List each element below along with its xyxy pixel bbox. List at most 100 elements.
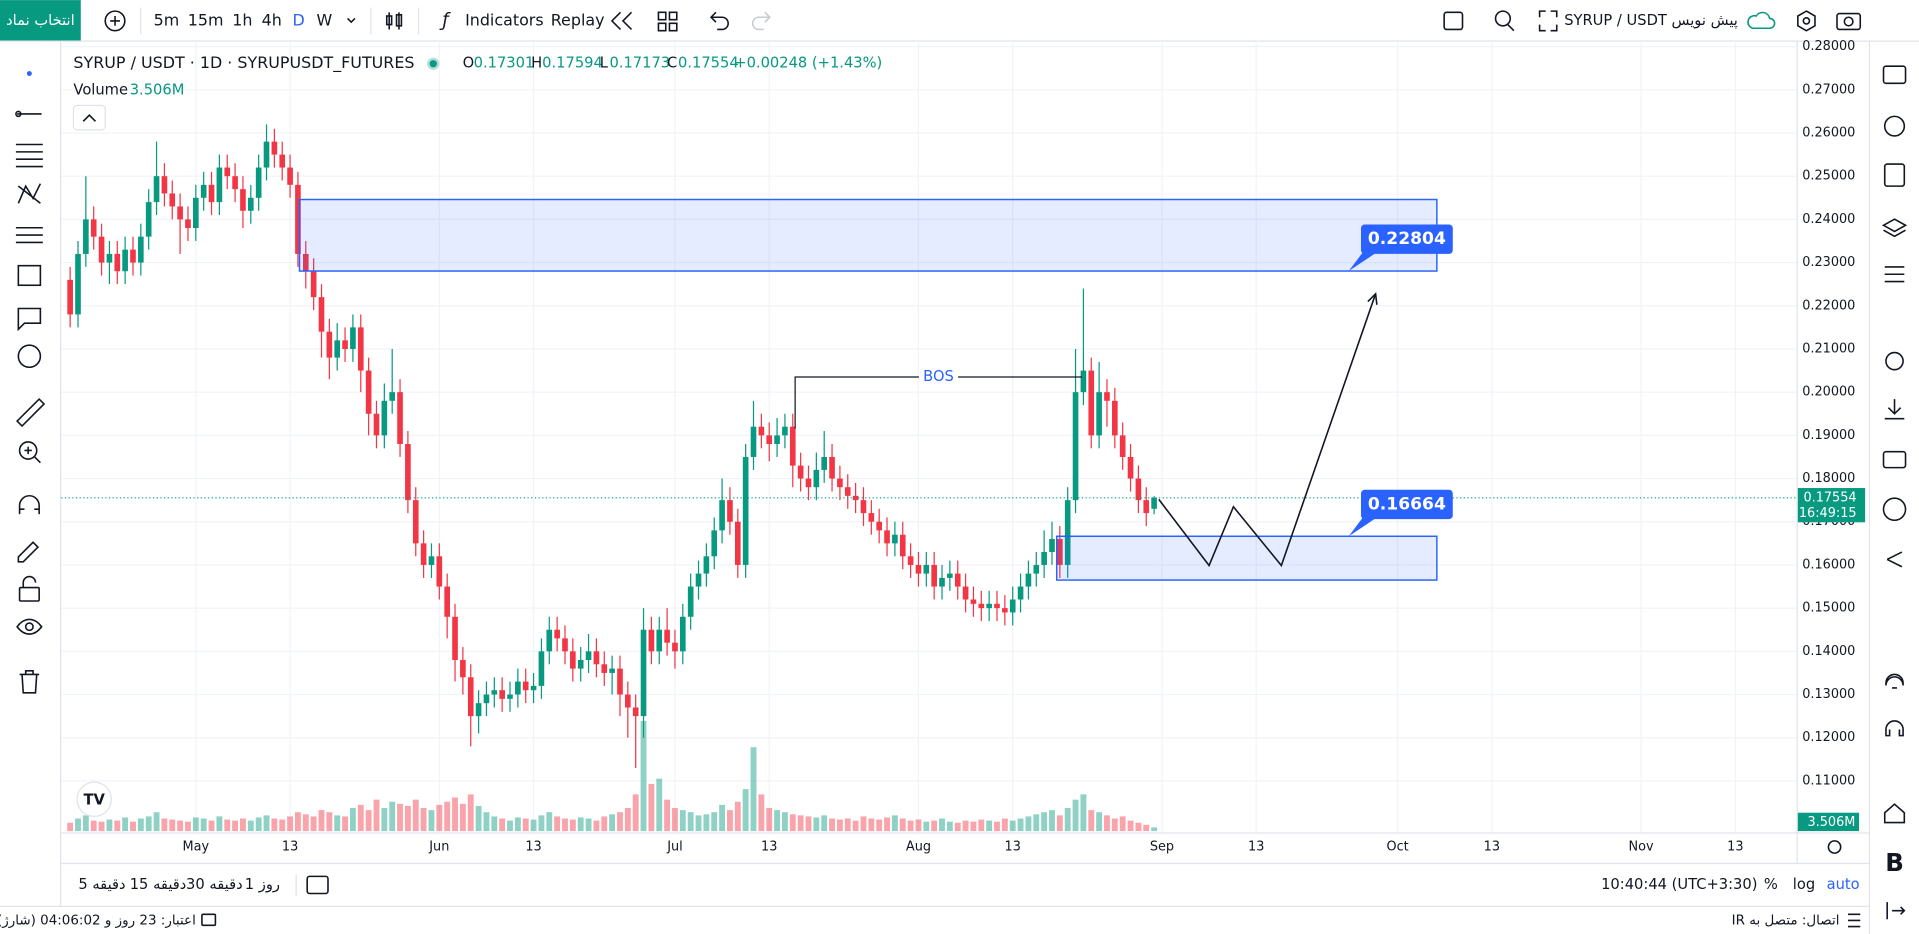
- cursor-tool[interactable]: [26, 71, 32, 76]
- x-tick-label: 13: [761, 840, 777, 855]
- interval-button[interactable]: 4h: [262, 10, 282, 29]
- candle-body: [797, 465, 804, 479]
- volume-bar: [1080, 794, 1087, 832]
- volume-bar: [876, 819, 883, 832]
- volume-bar: [695, 815, 702, 832]
- volume-bar: [538, 815, 545, 832]
- replay-icon[interactable]: [610, 11, 633, 31]
- legend-label: L: [600, 55, 609, 72]
- axis-settings-icon[interactable]: [1827, 840, 1842, 854]
- lock-tool[interactable]: [18, 586, 40, 602]
- draw-mode-tool[interactable]: [17, 541, 40, 563]
- auto-button[interactable]: auto: [1827, 876, 1860, 893]
- projection-tool[interactable]: [15, 226, 43, 244]
- candle-body: [821, 456, 828, 470]
- support-icon[interactable]: [1885, 720, 1904, 737]
- volume-bar: [1088, 810, 1095, 832]
- fullscreen-box-icon[interactable]: [1443, 11, 1464, 31]
- candle-body: [750, 426, 757, 457]
- pattern-tool[interactable]: [17, 183, 42, 204]
- search-icon[interactable]: [1494, 10, 1512, 27]
- magnet-tool[interactable]: [18, 494, 40, 515]
- download-icon[interactable]: [1884, 399, 1905, 420]
- range-button[interactable]: 5 دقیقه: [78, 876, 125, 893]
- volume-bar: [899, 818, 906, 832]
- settings-side-icon[interactable]: [1885, 351, 1904, 371]
- volume-bar: [1064, 808, 1071, 832]
- candle-body: [1127, 456, 1134, 479]
- bos-label: BOS: [923, 368, 954, 385]
- volume-bar: [617, 812, 623, 832]
- last-price-label: 0.17554: [1803, 490, 1856, 505]
- emoji-tool[interactable]: [17, 344, 42, 369]
- candle-body: [507, 694, 513, 699]
- zoom-tool[interactable]: [18, 441, 38, 460]
- legend-value: 0.17554: [678, 55, 739, 72]
- volume-bar: [247, 820, 254, 832]
- volume-bar: [420, 808, 427, 832]
- settings-icon[interactable]: [1797, 10, 1816, 32]
- volume-bar: [153, 812, 160, 832]
- candle-body: [1009, 599, 1016, 613]
- notifications-icon[interactable]: [1885, 673, 1904, 689]
- share-icon[interactable]: [1886, 551, 1903, 568]
- volume-bar: [467, 794, 474, 832]
- go-to-date-icon[interactable]: [306, 875, 329, 895]
- interval-button-active[interactable]: D: [292, 10, 304, 29]
- interval-button[interactable]: 15m: [188, 10, 224, 29]
- collapse-legend-button[interactable]: [72, 104, 106, 131]
- range-button[interactable]: 30 دقیقه: [186, 876, 243, 893]
- volume-bar: [931, 820, 938, 832]
- news-icon[interactable]: [1884, 266, 1905, 283]
- home-icon[interactable]: [1883, 803, 1906, 824]
- candle-body: [263, 141, 270, 168]
- symbol-button[interactable]: [0, 0, 81, 41]
- indicators-button[interactable]: Indicators: [465, 10, 544, 29]
- status-bar: اعتبار: 23 روز و 04:06:02 (شارژ) اتصال: …: [0, 913, 1861, 928]
- delete-tool[interactable]: [19, 669, 40, 694]
- brand-icon[interactable]: B: [1885, 848, 1904, 877]
- account-icon[interactable]: [1882, 497, 1907, 522]
- volume-bar: [279, 819, 286, 832]
- range-button[interactable]: 1 روز: [245, 876, 280, 893]
- watchlist-icon[interactable]: [1882, 65, 1907, 85]
- wallet-icon[interactable]: [1882, 450, 1907, 469]
- tv-logo[interactable]: [76, 781, 112, 818]
- fib-tool[interactable]: [15, 143, 43, 168]
- percent-button[interactable]: %: [1764, 876, 1778, 893]
- logout-icon[interactable]: [1886, 902, 1906, 920]
- zone-label-pointer: [1348, 251, 1379, 272]
- interval-button[interactable]: W: [316, 10, 332, 29]
- log-button[interactable]: log: [1793, 876, 1815, 893]
- volume-bar: [342, 816, 348, 832]
- add-symbol-icon[interactable]: [104, 10, 126, 32]
- symbol-button-label[interactable]: انتخاب نماد: [6, 12, 75, 29]
- replay-button[interactable]: Replay: [551, 10, 605, 29]
- redo-icon[interactable]: [751, 11, 771, 31]
- camera-icon[interactable]: [1836, 12, 1862, 31]
- notes-icon[interactable]: [1883, 163, 1906, 187]
- volume-bar: [1072, 799, 1079, 832]
- alerts-icon[interactable]: [1883, 115, 1906, 137]
- hide-tool[interactable]: [16, 618, 43, 635]
- expand-icon[interactable]: [1538, 10, 1558, 32]
- undo-icon[interactable]: [709, 11, 729, 31]
- interval-button[interactable]: 1h: [232, 10, 252, 29]
- y-tick-label: 0.20000: [1802, 385, 1855, 400]
- indicators-icon[interactable]: ƒ: [439, 10, 451, 31]
- volume-bar: [310, 816, 317, 832]
- measure-tool[interactable]: [16, 397, 46, 428]
- text-tool[interactable]: [17, 307, 42, 332]
- menu-icon[interactable]: [1848, 913, 1861, 928]
- candle-body: [860, 500, 867, 514]
- candle-body: [1119, 435, 1126, 457]
- interval-button[interactable]: 5m: [154, 10, 180, 29]
- layers-icon[interactable]: [1881, 218, 1908, 238]
- interval-dropdown[interactable]: [347, 17, 356, 24]
- shape-tool[interactable]: [17, 264, 42, 287]
- cloud-icon[interactable]: [1747, 11, 1776, 30]
- layouts-icon[interactable]: [657, 11, 678, 32]
- y-tick-label: 0.19000: [1802, 428, 1855, 443]
- range-button[interactable]: 15 دقیقه: [130, 876, 187, 893]
- candle-body: [813, 469, 820, 488]
